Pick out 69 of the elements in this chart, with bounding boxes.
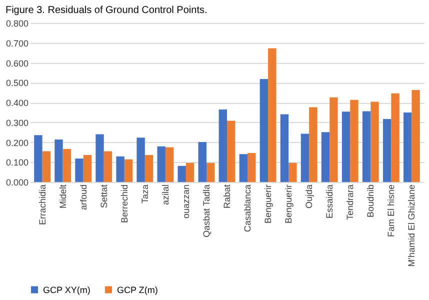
bar [83,154,92,182]
legend-label: GCP XY(m) [43,284,90,295]
y-tick-label: 0.200 [6,138,28,148]
x-tick-label: Settat [98,184,109,208]
x-tick-label: Fam El hisne [386,184,396,238]
x-tick-label: Qasbat Tadla [201,184,212,238]
bar [116,156,124,182]
y-tick-label: 0.400 [6,98,28,108]
bar [96,134,104,182]
bar [75,158,84,182]
x-tick-label: Midelt [58,184,68,209]
x-tick-label: Taza [140,184,150,204]
bar [218,109,227,182]
bar [206,162,215,182]
y-tick-label: 0.700 [6,38,28,48]
bar [248,152,256,182]
bar [144,154,154,182]
bar [382,118,392,182]
bar [157,146,166,182]
y-tick-label: 0.300 [6,118,28,128]
bar [42,151,51,182]
x-tick-label: Errachidia [37,184,48,226]
chart-title: Figure 3. Residuals of Ground Control Points. [5,5,208,16]
bar [198,142,206,182]
bar [268,48,276,182]
x-tick-label: Essaidia [324,184,335,219]
bar [309,107,318,182]
bar [104,151,112,182]
bar [136,138,145,182]
bar [62,149,72,182]
y-tick-label: 0.000 [6,178,28,188]
x-tick-label: Benguerir [263,184,274,224]
x-tick-label: ouazzan [180,184,191,219]
x-tick-label: arfoud [78,184,88,210]
x-tick-label: Rabat [222,184,232,209]
bar [300,134,310,182]
bar [362,111,371,182]
bar [391,93,400,182]
x-tick-label: Benguerir [284,184,294,224]
y-tick-label: 0.800 [6,18,28,28]
bar [280,114,289,182]
bar [178,166,186,182]
x-tick-label: Oujda [304,184,314,209]
y-tick-label: 0.500 [6,78,28,88]
x-tick-label: Casablanca [242,184,253,232]
x-tick-label: M'hamid El Ghizlane [406,184,417,267]
bar [124,159,133,182]
bar [370,102,379,182]
bar [54,139,63,182]
bar [186,162,194,182]
bar [412,90,420,182]
bar [34,135,42,182]
legend-label: GCP Z(m) [117,284,158,295]
bar [239,154,248,182]
bar [342,112,350,182]
bar [350,100,358,182]
bar [288,162,297,182]
y-tick-label: 0.600 [6,58,28,68]
x-tick-label: Tendrara [345,184,356,220]
bar [227,120,236,182]
x-tick-label: Berrechid [119,184,130,224]
bar [330,97,338,182]
bar [260,79,268,182]
y-tick-label: 0.100 [6,158,28,168]
x-tick-label: Boudnib [366,184,376,218]
bar [165,147,174,182]
bar [321,132,330,182]
x-tick-label: azilal [160,184,170,206]
bar [403,112,412,182]
